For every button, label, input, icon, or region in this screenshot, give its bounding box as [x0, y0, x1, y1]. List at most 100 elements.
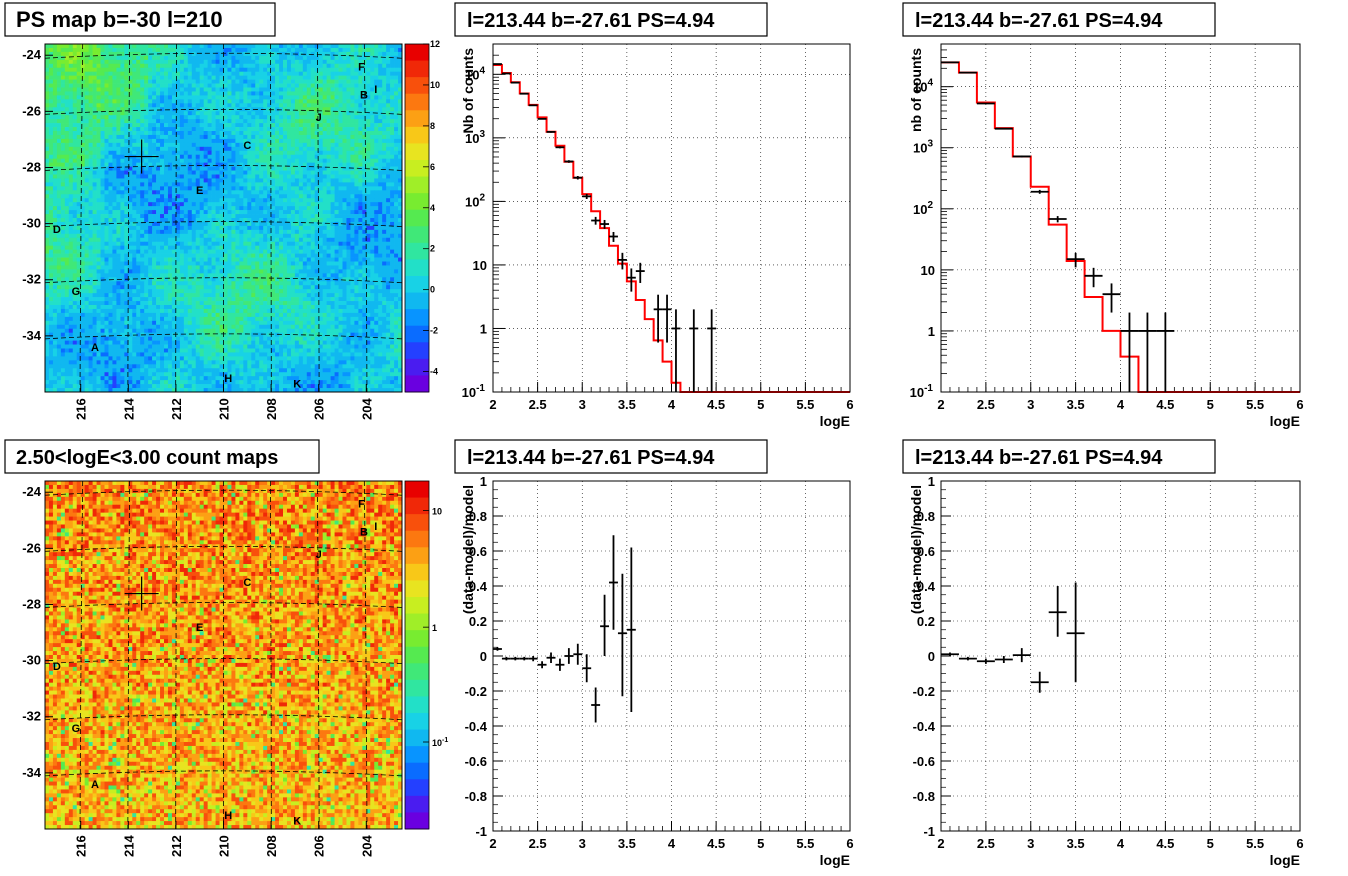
res1-plot: 2 2.5 3 3.5 4 4.5 5 5.5 6 -1 -0.8 -0.6 -0.4 -0.2 0 0.2 0… — [460, 474, 854, 868]
source-label-K: K — [293, 379, 301, 391]
map1-colorbar-band — [405, 242, 429, 260]
map1-grid-parallel — [44, 165, 403, 171]
map2-position-marker — [124, 576, 159, 611]
map2-colorbar-band — [405, 646, 429, 664]
res1-data-point — [573, 643, 583, 665]
map2-colorbar-band — [405, 563, 429, 581]
spec1-y-tick-label: 1 — [480, 321, 487, 336]
res2-y-tick-label: 1 — [928, 474, 935, 489]
res1-x-tick-label: 4 — [668, 836, 676, 851]
spec2-x-tick-label: 5.5 — [1246, 397, 1264, 412]
map1-colorbar: 12 10 8 6 4 2 0 -2 -4 — [404, 39, 440, 393]
source-label-J: J — [316, 112, 322, 124]
map1-x-tick-label: 212 — [169, 398, 184, 420]
map2-source-labels: FIB J C E D G A H K — [53, 498, 377, 827]
res1-frame — [492, 480, 851, 832]
spec1-data-point — [662, 294, 672, 343]
map2-title-box — [4, 439, 320, 474]
map2-grid-parallel — [44, 489, 403, 496]
map1-colorbar-band — [405, 309, 429, 327]
map1-colorbar-band — [405, 209, 429, 227]
spec1-data-point — [519, 92, 529, 95]
map1-colorbar-label: 2 — [430, 244, 435, 254]
res2-y-tick-label: -0.4 — [913, 719, 936, 734]
res2-y-tick-label: 0.8 — [917, 509, 935, 524]
spec2-panel: l=213.44 b=-27.61 PS=4.94 2 2.5 3 3.5 4 4.5 5 5… — [902, 2, 1304, 429]
res2-x-tick-label: 5.5 — [1246, 836, 1264, 851]
res1-y-axis-label: (data-model)/model — [460, 485, 476, 614]
spec1-data-point — [573, 175, 583, 180]
map2-colorbar-band — [405, 547, 429, 565]
res2-y-tick-label: -1 — [923, 824, 935, 839]
map2-x-tick-label: 206 — [312, 835, 327, 857]
map2-x-tick-label: 214 — [121, 835, 136, 857]
spec1-x-tick-label: 2 — [489, 397, 496, 412]
spec2-data-point — [994, 127, 1013, 130]
res1-data-point — [591, 687, 601, 723]
map2-x-tick-label: 216 — [74, 835, 89, 857]
spec2-data-point — [1102, 283, 1121, 313]
source-label-D: D — [53, 224, 61, 236]
map1-x-tick-labels: 216 214 212 210 208 206 204 — [74, 384, 374, 420]
spec1-x-tick-label: 3 — [579, 397, 586, 412]
source-label-H: H — [224, 810, 232, 822]
res2-x-axis-label: logE — [1270, 852, 1300, 868]
spec1-title-box — [454, 2, 768, 37]
spec1-data-point — [591, 216, 601, 225]
map1-x-tick-label: 204 — [359, 398, 374, 420]
source-label-C: C — [243, 140, 251, 152]
map2-colorbar-band — [405, 696, 429, 714]
res2-x-tick-label: 4 — [1117, 836, 1125, 851]
res2-data-point — [1030, 671, 1049, 693]
res2-data-point — [1012, 648, 1031, 663]
spec1-data-point — [653, 294, 663, 343]
spec2-plot: 2 2.5 3 3.5 4 4.5 5 5.5 6 10-1 1 10 102 103 104 logE nb … — [908, 43, 1304, 429]
spec2-model-line — [941, 61, 1300, 393]
spec2-y-tick-label: 10-1 — [910, 383, 934, 400]
res1-y-tick-label: 0.2 — [469, 614, 487, 629]
map1-title: PS map b=-30 l=210 — [16, 7, 223, 32]
map2-colorbar-band — [405, 597, 429, 615]
spec1-y-tick-label: 102 — [465, 192, 485, 209]
res2-data-point — [1048, 586, 1067, 637]
map2-colorbar-label: 1 — [432, 623, 437, 633]
res1-panel: l=213.44 b=-27.61 PS=4.94 2 2.5 3 3.5 4 4.5 5 5… — [454, 439, 854, 868]
map1-colorbar-band — [405, 44, 429, 62]
map2-colorbar-band — [405, 514, 429, 532]
res1-y-tick-label: -0.6 — [465, 754, 487, 769]
map2-grid-parallel — [44, 658, 403, 665]
map2-y-tick-label: -28 — [22, 596, 41, 611]
map1-y-tick-label: -24 — [22, 47, 42, 62]
res1-x-tick-label: 3 — [579, 836, 586, 851]
spec2-title-box — [902, 2, 1216, 37]
spec1-data-point — [689, 309, 699, 392]
map1-colorbar-band — [405, 358, 429, 376]
source-label-F: F — [358, 498, 365, 510]
spec2-x-tick-label: 5 — [1207, 397, 1214, 412]
res1-data-point — [582, 654, 592, 683]
res1-y-tick-label: 0 — [480, 649, 487, 664]
spec2-title: l=213.44 b=-27.61 PS=4.94 — [915, 10, 1163, 32]
map2-colorbar-band — [405, 679, 429, 697]
spec2-data-point — [1120, 312, 1139, 392]
res1-data-point — [510, 656, 520, 661]
res2-panel: l=213.44 b=-27.61 PS=4.94 2 2.5 3 3.5 4 4.5 5 5… — [902, 439, 1304, 868]
spec2-data-point — [1138, 312, 1157, 392]
map2-colorbar-band — [405, 746, 429, 764]
res2-plot: 2 2.5 3 3.5 4 4.5 5 5.5 6 -1 -0.8 -0.6 -0.4 -0.2 0 0.2 0… — [908, 474, 1304, 868]
map2-y-tick-label: -26 — [22, 540, 41, 555]
res1-x-tick-label: 5 — [757, 836, 764, 851]
map1-x-tick-label: 216 — [74, 398, 89, 420]
map2-grid-parallel — [44, 602, 403, 608]
res2-data-point — [958, 656, 977, 661]
map2-colorbar-band — [405, 779, 429, 797]
map1-colorbar-band — [405, 110, 429, 128]
map2-colorbar-band — [405, 580, 429, 598]
spec1-plot: 2 2.5 3 3.5 4 4.5 5 5.5 6 10-1 1 10 102 103 104 logE Nb … — [460, 43, 854, 429]
res1-y-tick-label: 0.4 — [469, 579, 488, 594]
map1-colorbar-band — [405, 276, 429, 294]
res1-x-tick-label: 4.5 — [707, 836, 725, 851]
spec1-data-point — [493, 63, 502, 65]
spec2-frame — [940, 43, 1301, 393]
spec2-x-tick-label: 3 — [1027, 397, 1034, 412]
